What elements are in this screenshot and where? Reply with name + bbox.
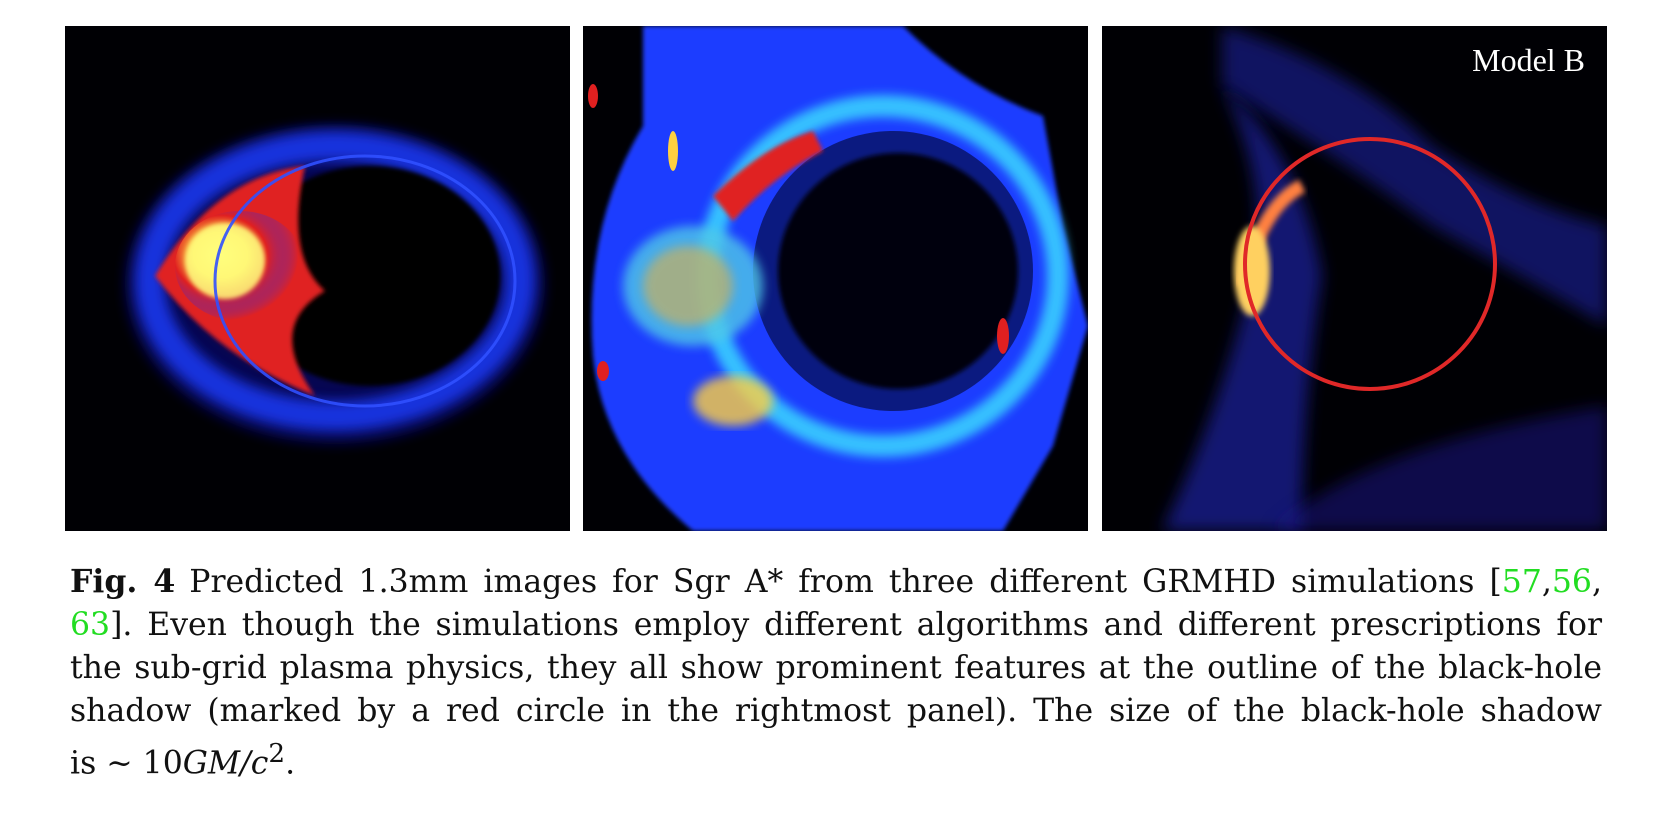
model-label: Model B [1472,42,1585,78]
citation-link[interactable]: 63 [70,607,111,643]
math-expression: GM/c [182,745,269,782]
citation-link[interactable]: 56 [1551,564,1592,600]
caption-line-4: shadow (marked by a red circle in the ri… [70,693,1602,729]
figure-caption: Fig. 4 Predicted 1.3mm images for Sgr A* … [70,560,1602,786]
simulation-image-left [65,26,570,531]
caption-line-3: the sub-grid plasma physics, they all sh… [70,650,1602,686]
citation-link[interactable]: 57 [1501,564,1542,600]
simulation-image-right: Model B [1102,26,1607,531]
simulation-image-middle [583,26,1088,531]
caption-line-2: 63]. Even though the simulations employ … [70,607,1602,643]
figure-label: Fig. 4 [70,563,176,600]
shadow-outline-circle [1243,137,1497,391]
caption-line-5: is ∼ 10GM/c2. [70,739,296,782]
caption-line-1: Fig. 4 Predicted 1.3mm images for Sgr A* … [70,563,1602,600]
